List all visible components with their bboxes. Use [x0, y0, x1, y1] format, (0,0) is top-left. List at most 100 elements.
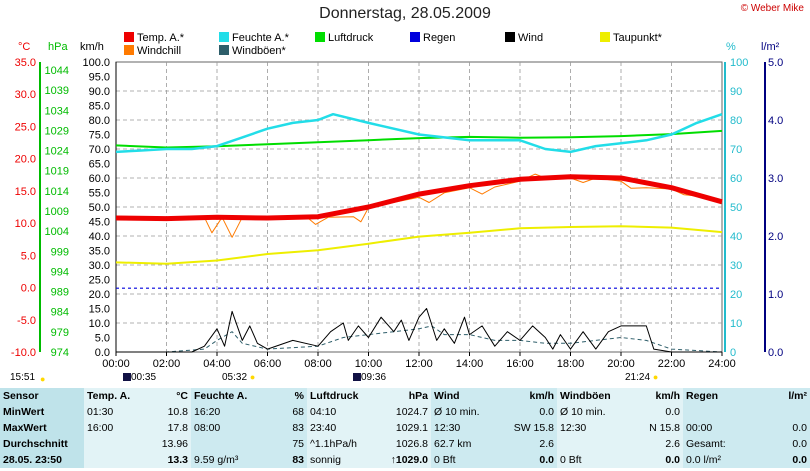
legend-swatch [124, 45, 134, 55]
temp-time [84, 436, 145, 452]
temp-tick-label: 35.0 [15, 57, 36, 69]
temp-tick-label: 20.0 [15, 154, 36, 166]
pressure-tick-label: 1009 [45, 206, 69, 218]
rain-value: 0.0 [749, 452, 810, 468]
legend-windchill: Windchill [124, 45, 181, 57]
legend-swatch [315, 32, 325, 42]
wind-tick-label: 65.0 [89, 159, 110, 171]
sun-icon: ● [40, 374, 46, 384]
x-tick-label: 02:00 [153, 358, 181, 370]
wind-tick-label: 15.0 [89, 304, 110, 316]
humidity-axis-unit: % [726, 41, 736, 53]
windchill-series-line [115, 173, 723, 238]
legend-label: Feuchte A.* [232, 32, 289, 44]
x-tick-label: 04:00 [203, 358, 231, 370]
grid-lines [116, 62, 722, 352]
rain-time: Gesamt: [683, 436, 749, 452]
legend-swatch [219, 45, 229, 55]
moon-icon [123, 373, 131, 381]
press-value: 1029.1 [373, 420, 431, 436]
gust-time: Ø 10 min. [557, 404, 625, 420]
wind-tick-label: 100.0 [82, 57, 110, 69]
x-tick-label: 08:00 [304, 358, 332, 370]
wind-value: 2.6 [499, 436, 557, 452]
pressure-tick-label: 994 [51, 266, 69, 278]
moon-icon [353, 373, 361, 381]
legend-swatch [124, 32, 134, 42]
stats-row-current: 28.05. 23:50 13.3 9.59 g/m³ 83 sonnig ↑1… [0, 452, 810, 468]
temp-tick-label: 15.0 [15, 186, 36, 198]
hum-time: 08:00 [191, 420, 261, 436]
wind-tick-label: 80.0 [89, 115, 110, 127]
x-tick-label: 16:00 [506, 358, 534, 370]
x-tick-label: 00:00 [102, 358, 130, 370]
legend-swatch [600, 32, 610, 42]
temp-time: 01:30 [84, 404, 145, 420]
stats-row-max: MaxWert 16:00 17.8 08:00 83 23:40 1029.1… [0, 420, 810, 436]
dewpoint-series-line [115, 225, 723, 265]
sunset-label: 21:24 [625, 372, 651, 383]
sun-icon: ● [249, 372, 256, 382]
wind-tick-label: 0.0 [95, 347, 110, 359]
legend-pressure: Luftdruck [315, 32, 373, 44]
temp-tick-label: 25.0 [15, 121, 36, 133]
wind-tick-label: 85.0 [89, 101, 110, 113]
press-time: 04:10 [307, 404, 373, 420]
wind-tick-label: 5.0 [95, 333, 110, 345]
temp-value: 13.96 [145, 436, 191, 452]
row-label: MinWert [0, 404, 84, 420]
temp-value: 10.8 [145, 404, 191, 420]
wind-tick-label: 40.0 [89, 231, 110, 243]
x-tick-label: 20:00 [607, 358, 635, 370]
rain-tick-label: 1.0 [768, 289, 783, 301]
rain-axis-unit: l/m² [761, 41, 780, 53]
x-tick-label: 14:00 [456, 358, 484, 370]
rain-time: 00:00 [683, 420, 749, 436]
temp-time: 16:00 [84, 420, 145, 436]
wind-tick-label: 90.0 [89, 86, 110, 98]
x-tick-label: 06:00 [254, 358, 282, 370]
x-tick-label: 10:00 [355, 358, 383, 370]
rain-time [683, 404, 749, 420]
pressure-tick-label: 979 [51, 327, 69, 339]
temp-tick-label: 5.0 [21, 250, 36, 262]
header-wind: Wind [431, 388, 499, 404]
row-label: 28.05. 23:50 [0, 452, 84, 468]
row-label: Durchschnitt [0, 436, 84, 452]
wind-tick-label: 50.0 [89, 202, 110, 214]
humidity-tick-label: 100 [730, 57, 748, 69]
pressure-tick-label: 1044 [45, 65, 69, 77]
humidity-tick-label: 30 [730, 260, 742, 272]
wind-tick-label: 70.0 [89, 144, 110, 156]
pressure-tick-label: 1014 [45, 186, 69, 198]
humidity-tick-label: 50 [730, 202, 742, 214]
header-press-unit: hPa [373, 388, 431, 404]
gust-value: N 15.8 [625, 420, 683, 436]
humidity-tick-label: 90 [730, 86, 742, 98]
humidity-tick-label: 10 [730, 318, 742, 330]
moonrise-time: 00:35 [123, 372, 156, 383]
wind-axis-unit: km/h [80, 41, 104, 53]
wind-tick-label: 45.0 [89, 217, 110, 229]
stats-table: Sensor Temp. A. °C Feuchte A. % Luftdruc… [0, 388, 810, 468]
rain-tick-label: 0.0 [768, 347, 783, 359]
press-trend: ^1.1hPa/h [307, 436, 373, 452]
legend-dewpoint: Taupunkt* [600, 32, 662, 44]
press-value: 1024.7 [373, 404, 431, 420]
humidity-tick-label: 60 [730, 173, 742, 185]
x-tick-label: 18:00 [557, 358, 585, 370]
temp-value: 13.3 [145, 452, 191, 468]
hum-time: 16:20 [191, 404, 261, 420]
legend-swatch [505, 32, 515, 42]
pressure-tick-label: 999 [51, 246, 69, 258]
pressure-tick-label: 974 [51, 347, 69, 359]
stats-row-min: MinWert 01:30 10.8 16:20 68 04:10 1024.7… [0, 404, 810, 420]
hum-value: 68 [261, 404, 307, 420]
temp-tick-label: 10.0 [15, 218, 36, 230]
moonset-label: 09:36 [361, 372, 387, 383]
pressure-tick-label: 1029 [45, 125, 69, 137]
legend-gusts: Windböen* [219, 45, 286, 57]
weather-chart: °C hPa km/h% l/m² 35.0 30.0 25.0 20.0 15.0 10.0 5.… [11, 41, 783, 370]
wind-value: 0.0 [499, 404, 557, 420]
wind-tick-label: 25.0 [89, 275, 110, 287]
